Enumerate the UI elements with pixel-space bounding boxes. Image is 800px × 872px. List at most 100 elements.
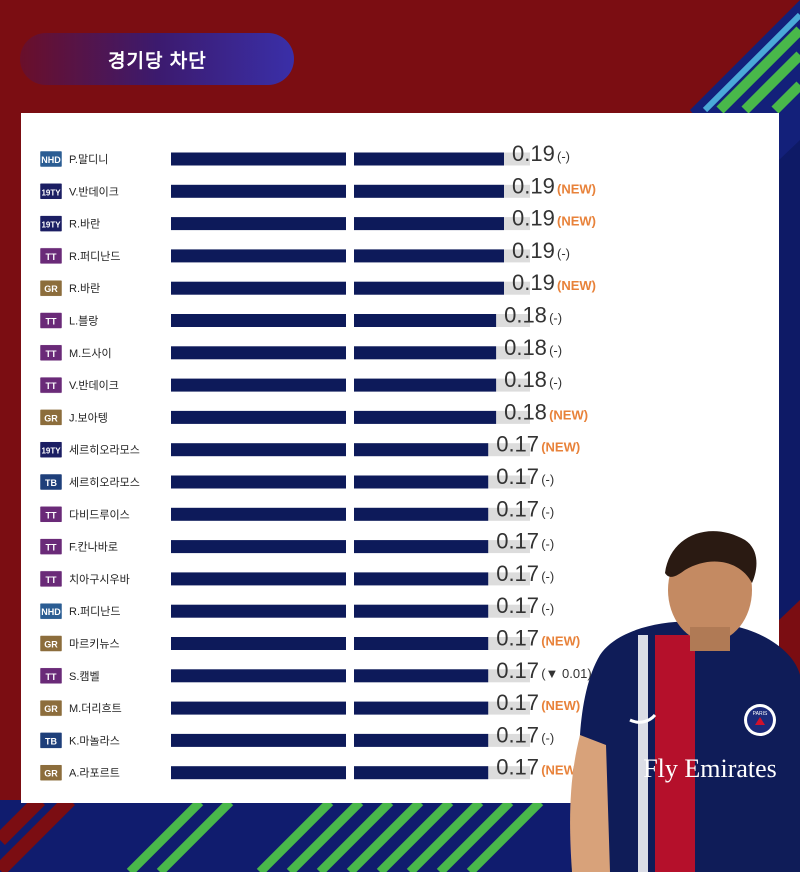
- value-label: 0.17: [496, 529, 539, 554]
- value-label: 0.17: [496, 496, 539, 521]
- change-label: (-): [549, 343, 562, 358]
- left-bar: [171, 443, 346, 457]
- player-name: V.반데이크: [69, 379, 119, 392]
- change-label: (-): [541, 537, 554, 552]
- season-badge-label: TB: [45, 478, 57, 488]
- left-bar: [171, 378, 346, 392]
- left-bar: [171, 217, 346, 231]
- value-bar: [354, 733, 489, 747]
- value-label: 0.17: [496, 593, 539, 618]
- change-label: (-): [541, 472, 554, 487]
- player-name: 치아구시우바: [69, 573, 130, 586]
- change-label: (NEW): [557, 214, 596, 229]
- value-label: 0.19: [512, 206, 555, 231]
- season-badge: [39, 570, 63, 588]
- player-photo: Fly Emirates PARIS: [570, 531, 800, 872]
- player-name: K.마놀라스: [69, 734, 120, 747]
- season-badge-label: 19TY: [41, 221, 61, 230]
- value-bar: [354, 378, 497, 392]
- season-badge-label: 19TY: [41, 447, 61, 456]
- player-name: 다비드루이스: [69, 508, 130, 521]
- player-name: A.라포르트: [69, 767, 120, 780]
- change-label: (NEW): [541, 440, 580, 455]
- change-label: (NEW): [549, 407, 588, 422]
- season-badge-label: GR: [44, 769, 58, 779]
- season-badge: [39, 247, 63, 265]
- left-bar: [171, 410, 346, 424]
- season-badge: [39, 344, 63, 362]
- season-badge: [39, 699, 63, 717]
- change-label: (▼ 0.01): [541, 666, 591, 681]
- page-title: 경기당 차단: [20, 33, 294, 85]
- left-bar: [171, 604, 346, 618]
- value-bar: [354, 410, 497, 424]
- page-title-text: 경기당 차단: [108, 50, 207, 72]
- season-badge-label: TB: [45, 736, 57, 746]
- value-label: 0.17: [496, 464, 539, 489]
- season-badge-label: TT: [46, 672, 57, 682]
- season-badge-label: GR: [44, 413, 58, 423]
- value-bar: [354, 540, 489, 554]
- value-label: 0.17: [496, 658, 539, 683]
- value-bar: [354, 669, 489, 683]
- season-badge: [39, 602, 63, 620]
- player-name: R.바란: [69, 282, 100, 295]
- value-label: 0.18: [504, 399, 547, 424]
- player-name: 세르히오라모스: [69, 443, 140, 457]
- change-label: (-): [557, 246, 570, 261]
- season-badge: [39, 538, 63, 555]
- player-name: S.캠벨: [69, 670, 100, 683]
- value-bar: [354, 604, 489, 618]
- change-label: (-): [541, 569, 554, 584]
- season-badge-label: 19TY: [41, 188, 61, 197]
- value-bar: [354, 346, 497, 360]
- player-name: 마르키뉴스: [69, 638, 120, 651]
- value-label: 0.17: [496, 690, 539, 715]
- season-badge-label: TT: [46, 349, 57, 359]
- change-label: (-): [557, 149, 570, 164]
- season-badge-label: TT: [46, 252, 57, 262]
- player-name: 세르히오라모스: [69, 475, 140, 489]
- season-badge-label: GR: [44, 704, 58, 714]
- change-label: (NEW): [541, 763, 580, 778]
- season-badge-label: TT: [46, 317, 57, 327]
- value-bar: [354, 314, 497, 327]
- change-label: (-): [549, 375, 562, 390]
- player-name: L.블랑: [69, 315, 98, 328]
- season-badge-label: NHD: [41, 155, 61, 165]
- player-name: M.더리흐트: [69, 702, 122, 715]
- season-badge: [39, 150, 63, 168]
- season-badge: [39, 312, 63, 329]
- left-bar: [171, 637, 346, 650]
- season-badge: [39, 279, 63, 297]
- season-badge-label: TT: [46, 381, 57, 391]
- value-label: 0.17: [496, 722, 539, 747]
- change-label: (NEW): [541, 634, 580, 649]
- shirt-sponsor-text: Fly Emirates: [643, 754, 777, 783]
- left-bar: [171, 314, 346, 327]
- value-bar: [354, 443, 489, 457]
- value-bar: [354, 701, 489, 715]
- player-name: V.반데이크: [69, 185, 119, 198]
- change-label: (-): [541, 730, 554, 745]
- left-bar: [171, 281, 346, 295]
- value-label: 0.19: [512, 270, 555, 295]
- change-label: (-): [541, 504, 554, 519]
- left-bar: [171, 733, 346, 747]
- season-badge-label: TT: [46, 575, 57, 585]
- season-badge: [39, 473, 63, 491]
- left-bar: [171, 507, 346, 521]
- value-label: 0.17: [496, 432, 539, 457]
- season-badge: [39, 764, 63, 781]
- season-badge-label: TT: [46, 543, 57, 553]
- season-badge: [39, 667, 63, 685]
- left-bar: [171, 249, 346, 263]
- player-name: R.바란: [69, 218, 100, 231]
- value-label: 0.17: [496, 561, 539, 586]
- left-bar: [171, 184, 346, 198]
- season-badge: [39, 409, 63, 426]
- value-bar: [354, 507, 489, 521]
- season-badge: [39, 376, 63, 394]
- season-badge: [39, 441, 63, 458]
